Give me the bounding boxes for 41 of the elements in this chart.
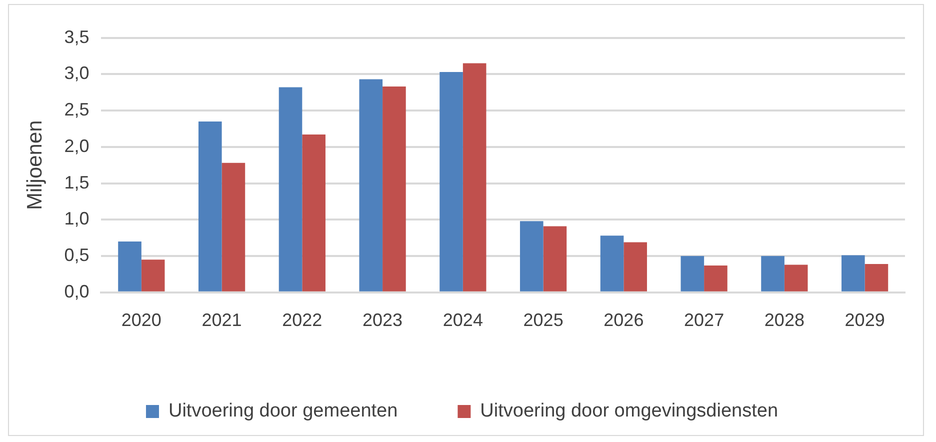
bar [278, 87, 302, 292]
y-axis-title: Miljoenen [23, 120, 46, 210]
bar [600, 236, 624, 292]
y-tick-label: 2,0 [64, 136, 90, 156]
x-tick-label: 2020 [121, 310, 162, 330]
bar [141, 260, 165, 292]
legend-label: Uitvoering door omgevingsdiensten [480, 400, 778, 422]
bar [784, 264, 808, 292]
y-tick-label: 1,0 [64, 208, 90, 229]
bar [543, 226, 567, 292]
y-tick-label: 1,5 [64, 172, 90, 192]
bar [520, 221, 544, 292]
x-tick-label: 2022 [282, 310, 322, 330]
x-tick-label: 2023 [362, 310, 403, 330]
x-tick-label: 2027 [684, 310, 724, 330]
bar [462, 63, 486, 292]
y-tick-label: 3,5 [64, 26, 90, 47]
x-tick-label: 2021 [202, 310, 242, 330]
y-tick-label: 0,0 [64, 281, 90, 302]
bar [198, 121, 222, 292]
bar [761, 256, 784, 292]
x-tick-label: 2026 [604, 310, 644, 330]
y-tick-label: 2,5 [64, 100, 90, 120]
x-tick-label: 2029 [844, 310, 885, 330]
bar [382, 86, 406, 292]
bar [624, 242, 647, 292]
x-tick-label: 2028 [764, 310, 804, 330]
bar [440, 72, 463, 292]
y-tick-label: 0,5 [64, 244, 90, 265]
bar [680, 256, 704, 292]
legend-label: Uitvoering door gemeenten [168, 400, 398, 422]
x-tick-label: 2025 [523, 310, 564, 330]
x-tick-label: 2024 [442, 310, 483, 330]
bar [118, 241, 142, 292]
bar [842, 255, 865, 292]
bar [359, 79, 383, 292]
bar [302, 134, 326, 292]
bar [704, 265, 728, 292]
y-tick-label: 3,0 [64, 63, 90, 84]
bar [864, 264, 888, 292]
bar [222, 162, 246, 292]
